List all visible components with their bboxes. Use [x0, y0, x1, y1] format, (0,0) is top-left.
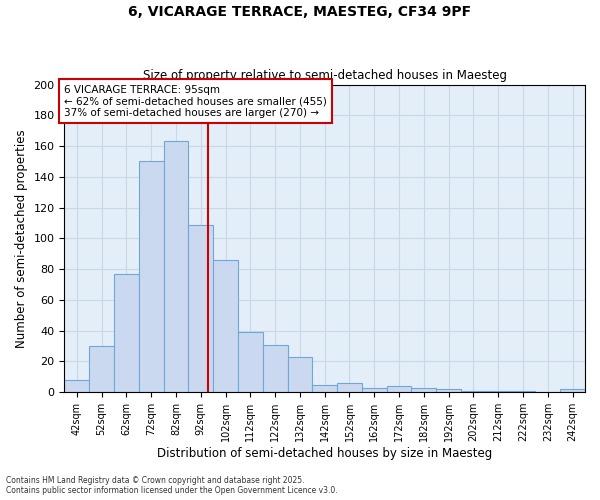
- Bar: [511, 390, 535, 392]
- Bar: [362, 388, 386, 392]
- Bar: [461, 390, 486, 392]
- Text: 6, VICARAGE TERRACE, MAESTEG, CF34 9PF: 6, VICARAGE TERRACE, MAESTEG, CF34 9PF: [128, 5, 472, 19]
- Bar: [114, 274, 139, 392]
- Text: 6 VICARAGE TERRACE: 95sqm
← 62% of semi-detached houses are smaller (455)
37% of: 6 VICARAGE TERRACE: 95sqm ← 62% of semi-…: [64, 84, 327, 118]
- Bar: [213, 260, 238, 392]
- Bar: [139, 162, 164, 392]
- Bar: [412, 388, 436, 392]
- Bar: [263, 344, 287, 392]
- Bar: [164, 142, 188, 392]
- Bar: [337, 383, 362, 392]
- Bar: [386, 386, 412, 392]
- Bar: [238, 332, 263, 392]
- Bar: [436, 389, 461, 392]
- Bar: [89, 346, 114, 392]
- Bar: [560, 389, 585, 392]
- Y-axis label: Number of semi-detached properties: Number of semi-detached properties: [15, 129, 28, 348]
- Bar: [313, 384, 337, 392]
- X-axis label: Distribution of semi-detached houses by size in Maesteg: Distribution of semi-detached houses by …: [157, 447, 493, 460]
- Bar: [486, 390, 511, 392]
- Bar: [287, 357, 313, 392]
- Bar: [188, 224, 213, 392]
- Title: Size of property relative to semi-detached houses in Maesteg: Size of property relative to semi-detach…: [143, 69, 507, 82]
- Text: Contains HM Land Registry data © Crown copyright and database right 2025.
Contai: Contains HM Land Registry data © Crown c…: [6, 476, 338, 495]
- Bar: [64, 380, 89, 392]
